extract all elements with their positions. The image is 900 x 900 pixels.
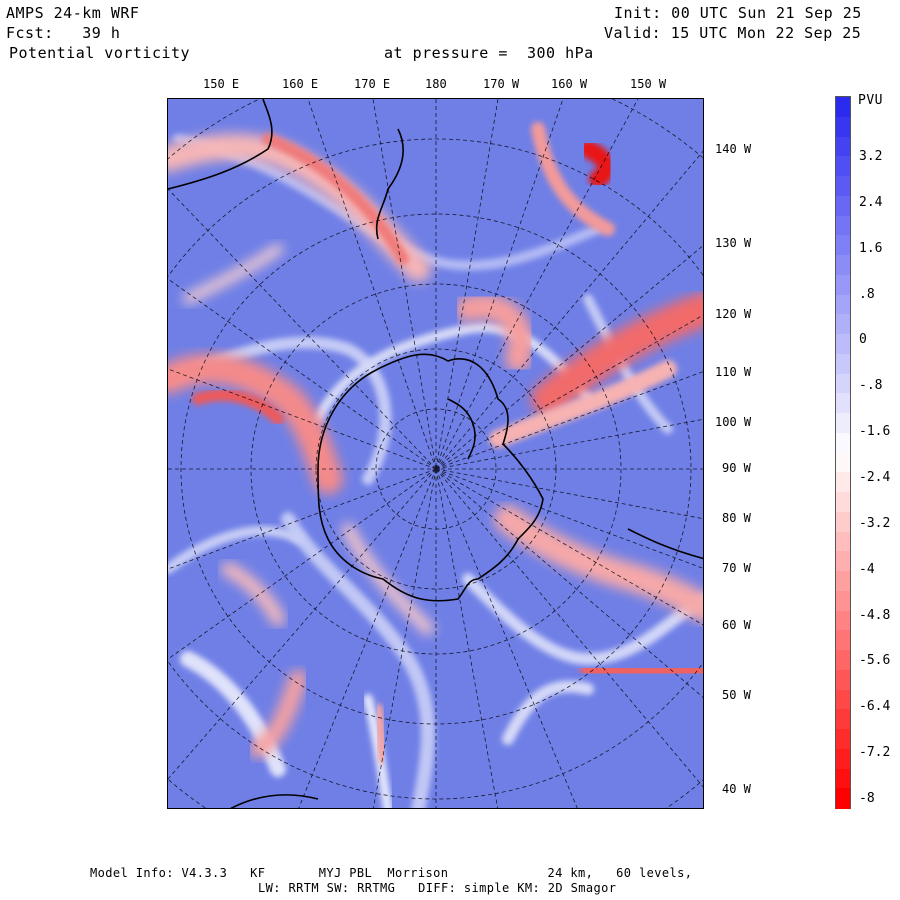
colorbar-cell bbox=[836, 156, 850, 177]
model-title: AMPS 24-km WRF bbox=[6, 4, 140, 22]
colorbar-cell bbox=[836, 274, 850, 296]
colorbar bbox=[835, 96, 851, 809]
lon-label-170w: 170 W bbox=[483, 77, 520, 91]
pressure-level: at pressure = 300 hPa bbox=[384, 44, 594, 62]
colorbar-cell bbox=[836, 669, 850, 691]
colorbar-cell bbox=[836, 393, 850, 414]
colorbar-tick-label: -8 bbox=[859, 791, 875, 806]
colorbar-tick-label: -.8 bbox=[859, 378, 883, 394]
colorbar-cell bbox=[836, 353, 850, 375]
lon-label-120w: 120 W bbox=[715, 307, 752, 321]
colorbar-cell bbox=[836, 432, 850, 454]
model-info-line: Model Info: V4.3.3 KF MYJ PBL Morrison 2… bbox=[90, 866, 693, 880]
colorbar-cell bbox=[836, 255, 850, 276]
lon-label-110w: 110 W bbox=[715, 365, 752, 379]
southern-island-coast bbox=[230, 794, 319, 808]
colorbar-cell bbox=[836, 551, 850, 572]
colorbar-unit: PVU bbox=[858, 93, 883, 108]
lon-label-160e: 160 E bbox=[282, 77, 319, 91]
colorbar-cell bbox=[836, 373, 850, 394]
lon-label-70w: 70 W bbox=[722, 561, 751, 575]
colorbar-tick-label: -7.2 bbox=[859, 745, 891, 761]
colorbar-tick-label: -4 bbox=[859, 561, 875, 577]
colorbar-cell bbox=[836, 709, 850, 730]
pv-field-map bbox=[168, 99, 703, 808]
colorbar-cell bbox=[836, 768, 850, 789]
colorbar-cell bbox=[836, 511, 850, 533]
colorbar-cell bbox=[836, 235, 850, 256]
lon-label-60w: 60 W bbox=[722, 618, 751, 632]
map-panel[interactable] bbox=[167, 98, 704, 809]
colorbar-tick-label: -4.8 bbox=[859, 607, 891, 623]
colorbar-cell bbox=[836, 97, 850, 118]
lon-label-160w: 160 W bbox=[551, 77, 588, 91]
lon-label-180: 180 bbox=[425, 77, 447, 91]
colorbar-cell bbox=[836, 195, 850, 217]
lon-label-150w: 150 W bbox=[630, 77, 667, 91]
lon-label-130w: 130 W bbox=[715, 236, 752, 250]
colorbar-cell bbox=[836, 748, 850, 770]
coastlines bbox=[168, 99, 703, 808]
colorbar-cell bbox=[836, 531, 850, 552]
colorbar-cell bbox=[836, 136, 850, 157]
colorbar-cell bbox=[836, 610, 850, 631]
lon-label-170e: 170 E bbox=[354, 77, 391, 91]
colorbar-tick-label: -1.6 bbox=[859, 424, 891, 440]
colorbar-tick-label: -5.6 bbox=[859, 653, 891, 669]
colorbar-tick-label: -3.2 bbox=[859, 515, 891, 531]
antarctic-peninsula bbox=[447, 398, 476, 460]
colorbar-cell bbox=[836, 689, 850, 710]
pv-negative-bands bbox=[168, 122, 703, 764]
colorbar-tick-label: .8 bbox=[859, 286, 875, 302]
colorbar-cell bbox=[836, 472, 850, 493]
lon-label-50w: 50 W bbox=[722, 688, 751, 702]
colorbar-tick-label: 3.2 bbox=[859, 149, 883, 164]
colorbar-cell bbox=[836, 571, 850, 592]
colorbar-tick-label: -2.4 bbox=[859, 470, 891, 485]
colorbar-cell bbox=[836, 215, 850, 236]
colorbar-cell bbox=[836, 492, 850, 513]
colorbar-tick-label: 2.4 bbox=[859, 194, 883, 210]
colorbar-cell bbox=[836, 176, 850, 197]
colorbar-cell bbox=[836, 650, 850, 671]
colorbar-cell bbox=[836, 452, 850, 473]
valid-time: Valid: 15 UTC Mon 22 Sep 25 bbox=[604, 24, 862, 42]
antarctica-coast bbox=[317, 353, 544, 602]
lon-label-100w: 100 W bbox=[715, 415, 752, 429]
colorbar-cell bbox=[836, 590, 850, 612]
physics-info-line: LW: RRTM SW: RRTMG DIFF: simple KM: 2D S… bbox=[258, 881, 617, 895]
australia-coast bbox=[168, 99, 273, 190]
new-zealand-coast bbox=[375, 128, 404, 240]
colorbar-tick-label: 0 bbox=[859, 332, 867, 348]
south-america-coast bbox=[627, 528, 703, 560]
lon-label-150e: 150 E bbox=[203, 77, 240, 91]
forecast-hour: Fcst: 39 h bbox=[6, 24, 121, 42]
colorbar-cell bbox=[836, 314, 850, 335]
lon-label-140w: 140 W bbox=[715, 142, 752, 156]
lon-label-40w: 40 W bbox=[722, 782, 751, 796]
variable-name: Potential vorticity bbox=[9, 44, 191, 62]
colorbar-cell bbox=[836, 788, 850, 809]
init-time: Init: 00 UTC Sun 21 Sep 25 bbox=[614, 4, 862, 22]
colorbar-cell bbox=[836, 729, 850, 750]
colorbar-tick-label: -6.4 bbox=[859, 699, 891, 715]
colorbar-cell bbox=[836, 630, 850, 651]
colorbar-cell bbox=[836, 116, 850, 138]
colorbar-cell bbox=[836, 294, 850, 315]
graticule bbox=[168, 99, 703, 808]
lon-label-80w: 80 W bbox=[722, 511, 751, 525]
colorbar-cell bbox=[836, 334, 850, 355]
colorbar-cell bbox=[836, 413, 850, 434]
colorbar-tick-label: 1.6 bbox=[859, 240, 883, 256]
lon-label-90w: 90 W bbox=[722, 461, 751, 475]
field-background bbox=[168, 99, 703, 808]
